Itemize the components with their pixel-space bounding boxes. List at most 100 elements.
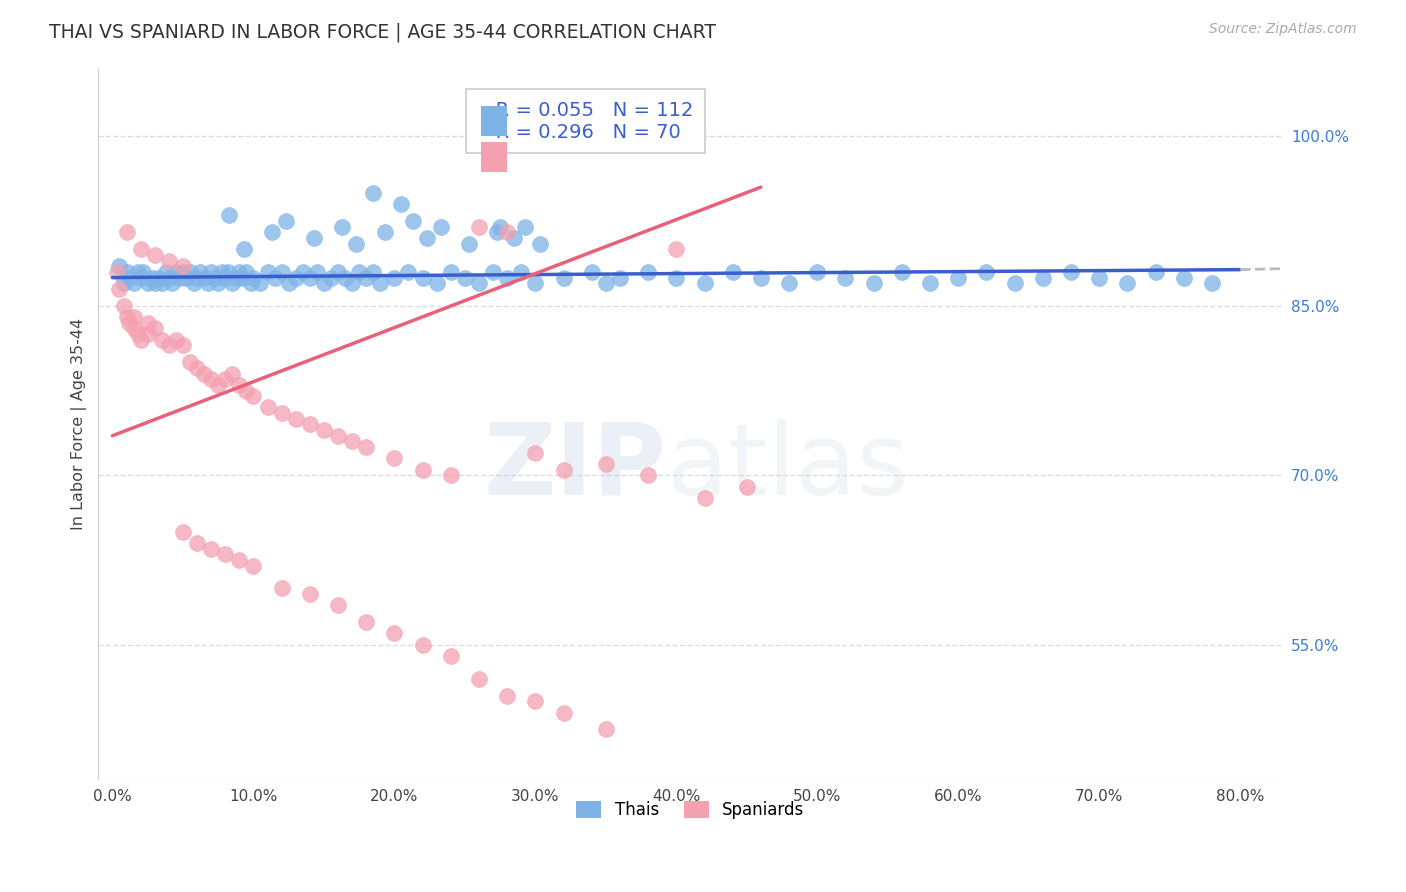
Point [165,333,187,347]
Point [239,276,262,290]
Point [193,270,215,285]
Point [749,270,772,285]
Point [806,265,828,279]
Point [468,219,491,234]
Point [228,377,250,392]
Point [1032,270,1054,285]
Point [242,270,264,285]
Point [228,553,250,567]
Point [426,276,449,290]
Point [595,457,617,471]
Point [391,197,413,211]
Point [179,265,201,279]
Point [141,270,163,285]
Point [468,276,491,290]
Point [834,270,856,285]
Point [256,401,278,415]
Point [298,270,321,285]
Text: ZIP: ZIP [484,418,666,516]
Point [510,265,533,279]
Point [948,270,970,285]
Text: THAI VS SPANIARD IN LABOR FORCE | AGE 35-44 CORRELATION CHART: THAI VS SPANIARD IN LABOR FORCE | AGE 35… [49,22,716,42]
Point [274,214,297,228]
Point [235,265,257,279]
Point [482,265,505,279]
Point [312,276,335,290]
Point [207,276,229,290]
Point [553,462,575,476]
Point [200,541,222,556]
Point [529,236,551,251]
Point [214,547,236,561]
Point [108,282,131,296]
Point [197,276,219,290]
Point [340,276,363,290]
Point [132,265,155,279]
Point [186,360,208,375]
Point [146,270,169,285]
Point [174,270,197,285]
Point [524,694,547,708]
Point [183,276,205,290]
Point [155,265,177,279]
Point [172,524,194,539]
Point [581,265,603,279]
Point [595,723,617,737]
Point [458,236,481,251]
Point [256,265,278,279]
Point [412,270,434,285]
Point [291,265,314,279]
Point [136,316,159,330]
Point [270,581,292,595]
Point [486,225,509,239]
Point [553,270,575,285]
Point [890,265,912,279]
Point [298,417,321,432]
Point [384,626,406,640]
Point [1004,276,1026,290]
Point [609,270,631,285]
Point [284,270,307,285]
Point [172,338,194,352]
Point [326,428,349,442]
Point [112,276,135,290]
Point [524,276,547,290]
Point [1173,270,1195,285]
Point [277,276,299,290]
Point [211,265,233,279]
Point [468,672,491,686]
Point [354,270,377,285]
Point [143,248,166,262]
Point [186,270,208,285]
Point [918,276,941,290]
Point [862,276,884,290]
Point [115,265,138,279]
FancyBboxPatch shape [481,142,508,172]
Point [200,265,222,279]
Point [496,689,519,703]
Point [112,299,135,313]
Point [416,231,439,245]
Point [326,265,349,279]
Point [193,367,215,381]
Point [326,598,349,612]
Point [440,265,463,279]
Point [105,265,128,279]
Point [115,225,138,239]
Point [249,276,271,290]
Point [333,270,356,285]
Point [368,276,391,290]
Point [231,270,253,285]
Point [108,259,131,273]
Point [172,259,194,273]
Point [1060,265,1083,279]
Point [430,219,453,234]
Point [143,276,166,290]
Point [214,270,236,285]
Point [129,270,152,285]
Point [169,270,191,285]
Point [122,321,145,335]
Point [260,225,283,239]
Point [242,558,264,573]
Point [1088,270,1111,285]
